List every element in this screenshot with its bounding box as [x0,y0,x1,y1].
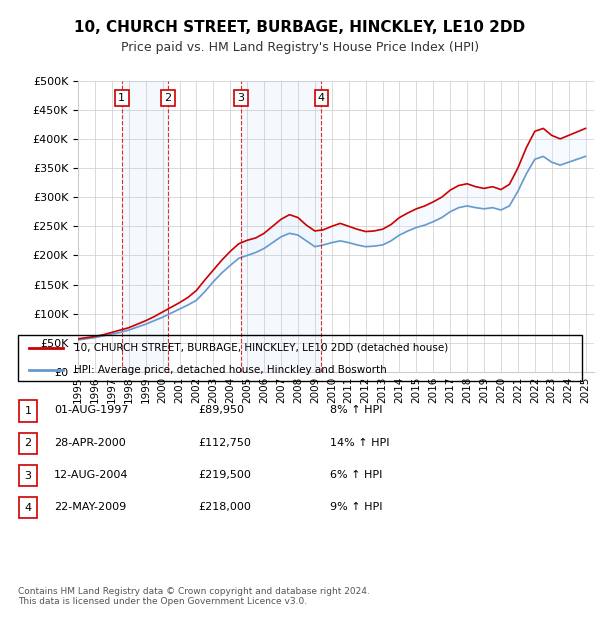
Text: 01-AUG-1997: 01-AUG-1997 [54,405,128,415]
Text: 14% ↑ HPI: 14% ↑ HPI [330,438,389,448]
Text: 8% ↑ HPI: 8% ↑ HPI [330,405,383,415]
Text: Price paid vs. HM Land Registry's House Price Index (HPI): Price paid vs. HM Land Registry's House … [121,42,479,54]
Text: 22-MAY-2009: 22-MAY-2009 [54,502,126,512]
Text: 9% ↑ HPI: 9% ↑ HPI [330,502,383,512]
Text: £89,950: £89,950 [198,405,244,415]
Text: 1: 1 [118,93,125,103]
Text: 3: 3 [237,93,244,103]
Text: £219,500: £219,500 [198,470,251,480]
Text: 6% ↑ HPI: 6% ↑ HPI [330,470,382,480]
Text: 2: 2 [25,438,31,448]
Text: 2: 2 [164,93,172,103]
Text: £112,750: £112,750 [198,438,251,448]
Text: 1: 1 [25,406,31,416]
Text: HPI: Average price, detached house, Hinckley and Bosworth: HPI: Average price, detached house, Hinc… [74,365,387,374]
Text: 4: 4 [318,93,325,103]
Text: 10, CHURCH STREET, BURBAGE, HINCKLEY, LE10 2DD: 10, CHURCH STREET, BURBAGE, HINCKLEY, LE… [74,20,526,35]
Text: 4: 4 [25,503,31,513]
Bar [122,81,168,372]
Text: 28-APR-2000: 28-APR-2000 [54,438,126,448]
Text: 10, CHURCH STREET, BURBAGE, HINCKLEY, LE10 2DD (detached house): 10, CHURCH STREET, BURBAGE, HINCKLEY, LE… [74,343,449,353]
Text: £218,000: £218,000 [198,502,251,512]
Text: Contains HM Land Registry data © Crown copyright and database right 2024.
This d: Contains HM Land Registry data © Crown c… [18,587,370,606]
Bar [241,81,322,372]
Text: 12-AUG-2004: 12-AUG-2004 [54,470,128,480]
Text: 3: 3 [25,471,31,480]
